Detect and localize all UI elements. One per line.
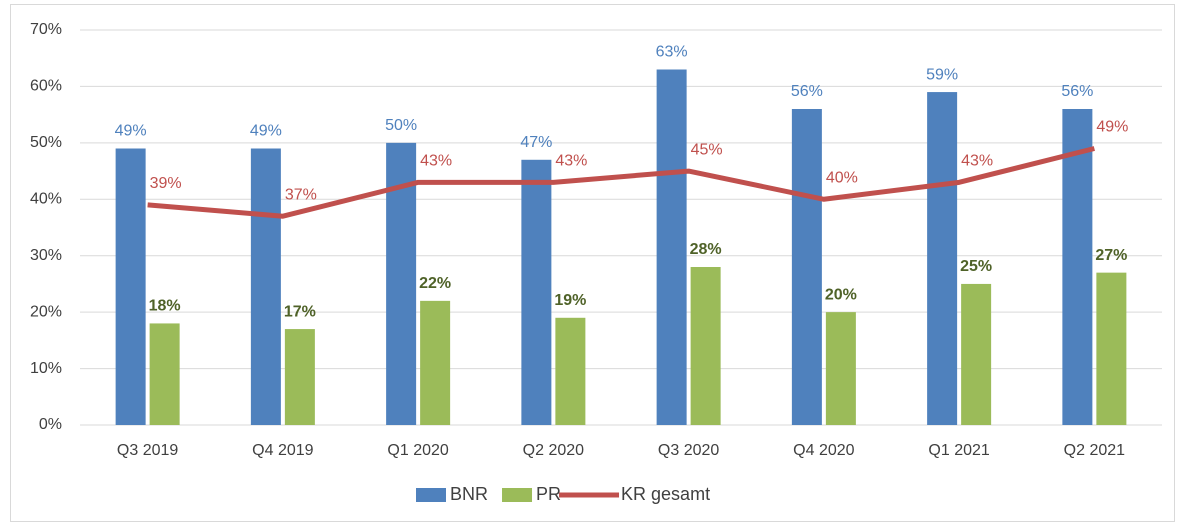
bar <box>521 159 552 426</box>
y-tick-label: 50% <box>30 134 62 151</box>
data-label: 17% <box>284 303 316 320</box>
line <box>147 146 1095 219</box>
bar <box>690 267 721 425</box>
data-label: 63% <box>656 44 688 61</box>
data-label: 22% <box>419 275 451 292</box>
x-tick-label: Q1 2021 <box>928 442 989 459</box>
y-tick-label: 10% <box>30 360 62 377</box>
bar <box>825 312 856 425</box>
bar <box>927 92 958 426</box>
data-label: 49% <box>115 123 147 140</box>
x-tick-label: Q2 2020 <box>523 442 584 459</box>
data-label: 43% <box>961 153 993 170</box>
chart-border <box>10 4 1175 522</box>
data-label: 27% <box>1095 247 1127 264</box>
data-label: 39% <box>150 175 182 192</box>
x-tick-label: Q3 2019 <box>117 442 178 459</box>
bar <box>420 300 451 425</box>
data-label: 56% <box>791 83 823 100</box>
data-label: 56% <box>1061 83 1093 100</box>
bar <box>284 329 315 425</box>
legend-label: BNR <box>450 484 488 504</box>
bar <box>115 148 146 425</box>
x-tick-label: Q1 2020 <box>387 442 448 459</box>
data-label: 20% <box>825 286 857 303</box>
data-label: 43% <box>420 153 452 170</box>
bar <box>961 283 992 425</box>
bar <box>250 148 281 425</box>
data-label: 37% <box>285 186 317 203</box>
bar <box>1096 272 1127 425</box>
legend-label: PR <box>536 484 561 504</box>
data-label: 18% <box>149 298 181 315</box>
y-tick-label: 30% <box>30 247 62 264</box>
y-tick-label: 40% <box>30 191 62 208</box>
bar <box>1062 109 1093 425</box>
data-label: 59% <box>926 66 958 83</box>
legend-swatch <box>416 488 446 502</box>
data-label: 49% <box>250 123 282 140</box>
legend-label: KR gesamt <box>621 484 710 504</box>
x-tick-label: Q2 2021 <box>1064 442 1125 459</box>
bar <box>555 317 586 425</box>
data-label: 47% <box>520 134 552 151</box>
y-tick-label: 0% <box>39 416 62 433</box>
data-label: 49% <box>1096 119 1128 136</box>
bar <box>656 69 687 425</box>
x-tick-label: Q3 2020 <box>658 442 719 459</box>
bar <box>791 109 822 425</box>
y-tick-label: 20% <box>30 303 62 320</box>
data-label: 43% <box>555 153 587 170</box>
x-tick-label: Q4 2020 <box>793 442 854 459</box>
data-label: 45% <box>691 141 723 158</box>
legend-swatch <box>502 488 533 502</box>
bar <box>149 323 180 425</box>
data-label: 19% <box>554 292 586 309</box>
data-label: 50% <box>385 117 417 134</box>
y-tick-label: 70% <box>30 21 62 38</box>
x-tick-label: Q4 2019 <box>252 442 313 459</box>
y-tick-label: 60% <box>30 78 62 95</box>
data-label: 40% <box>826 170 858 187</box>
data-label: 25% <box>960 258 992 275</box>
data-label: 28% <box>690 241 722 258</box>
